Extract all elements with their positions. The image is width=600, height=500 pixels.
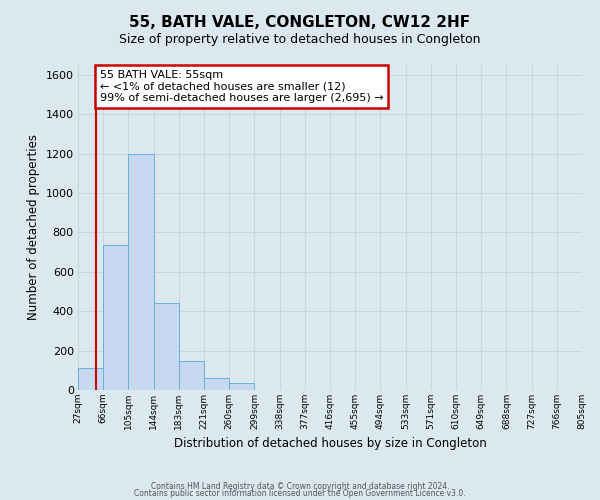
X-axis label: Distribution of detached houses by size in Congleton: Distribution of detached houses by size … [173,438,487,450]
Bar [229,383,254,390]
Text: 55, BATH VALE, CONGLETON, CW12 2HF: 55, BATH VALE, CONGLETON, CW12 2HF [130,15,470,30]
Bar [103,245,128,390]
Y-axis label: Number of detached properties: Number of detached properties [27,134,40,320]
Bar [128,154,154,390]
Bar [179,362,204,390]
Bar [204,378,229,390]
Bar [154,304,179,390]
Text: Contains HM Land Registry data © Crown copyright and database right 2024.: Contains HM Land Registry data © Crown c… [151,482,449,491]
Text: Size of property relative to detached houses in Congleton: Size of property relative to detached ho… [119,32,481,46]
Text: Contains public sector information licensed under the Open Government Licence v3: Contains public sector information licen… [134,489,466,498]
Text: 55 BATH VALE: 55sqm
← <1% of detached houses are smaller (12)
99% of semi-detach: 55 BATH VALE: 55sqm ← <1% of detached ho… [100,70,383,103]
Bar [78,368,103,390]
